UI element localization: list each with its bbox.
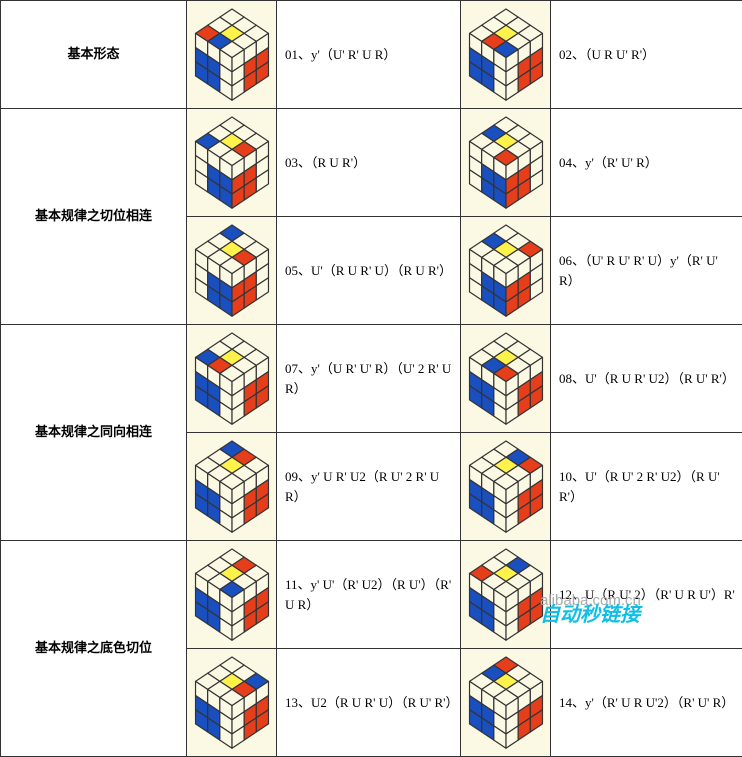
cube-diagram <box>187 649 277 757</box>
formula-cell: 01、y'（U' R' U R） <box>277 1 461 109</box>
cube-diagram <box>187 433 277 541</box>
category-text: 基本规律之切位相连 <box>35 206 152 227</box>
cube-diagram <box>187 109 277 217</box>
formula-text: 14、y'（R' U R U'2）（R' U' R） <box>559 693 734 713</box>
cube-diagram <box>461 217 551 325</box>
cube-diagram <box>187 325 277 433</box>
cube-diagram <box>461 325 551 433</box>
formula-cell: 03、（R U R'） <box>277 109 461 217</box>
formula-text: 10、U'（R U' 2 R' U2）（R U' R'） <box>559 467 736 506</box>
category-text: 基本形态 <box>67 44 119 65</box>
formula-cell: 11、y' U'（R' U2）（R U'）（R' U R） <box>277 541 461 649</box>
formula-text: 13、U2（R U R' U）（R U' R'） <box>285 693 454 713</box>
formula-cell: 12、U（R U' 2）（R' U R U'）R' <box>551 541 742 649</box>
cube-diagram <box>187 1 277 109</box>
formula-cell: 02、（U R U' R'） <box>551 1 742 109</box>
formula-text: 11、y' U'（R' U2）（R U'）（R' U R） <box>285 575 454 614</box>
formula-text: 07、y'（U R' U' R）（U' 2 R' U R） <box>285 359 454 398</box>
formula-cell: 06、（U' R U' R' U）y'（R' U' R） <box>551 217 742 325</box>
cube-diagram <box>461 649 551 757</box>
category-label: 基本规律之同向相连 <box>1 325 187 541</box>
formula-cell: 10、U'（R U' 2 R' U2）（R U' R'） <box>551 433 742 541</box>
category-label: 基本形态 <box>1 1 187 109</box>
cube-diagram <box>461 109 551 217</box>
category-text: 基本规律之同向相连 <box>35 422 152 443</box>
formula-text: 02、（U R U' R'） <box>559 45 655 65</box>
formula-text: 01、y'（U' R' U R） <box>285 45 396 65</box>
formula-text: 09、y' U R' U2（R U' 2 R' U R） <box>285 467 454 506</box>
formula-text: 04、y'（R' U' R） <box>559 153 658 173</box>
formula-text: 03、（R U R'） <box>285 153 366 173</box>
formula-cell: 09、y' U R' U2（R U' 2 R' U R） <box>277 433 461 541</box>
formula-cell: 08、U'（R U R' U2）（R U' R'） <box>551 325 742 433</box>
cube-diagram <box>461 1 551 109</box>
formula-cell: 13、U2（R U R' U）（R U' R'） <box>277 649 461 757</box>
formula-text: 12、U（R U' 2）（R' U R U'）R' <box>559 585 735 605</box>
formula-cell: 04、y'（R' U' R） <box>551 109 742 217</box>
category-text: 基本规律之底色切位 <box>35 638 152 659</box>
formula-cell: 14、y'（R' U R U'2）（R' U' R） <box>551 649 742 757</box>
cube-diagram <box>187 217 277 325</box>
formula-cell: 05、U'（R U R' U）（R U R'） <box>277 217 461 325</box>
formula-text: 06、（U' R U' R' U）y'（R' U' R） <box>559 251 736 290</box>
formula-cell: 07、y'（U R' U' R）（U' 2 R' U R） <box>277 325 461 433</box>
category-label: 基本规律之底色切位 <box>1 541 187 757</box>
cube-diagram <box>187 541 277 649</box>
formula-text: 08、U'（R U R' U2）（R U' R'） <box>559 369 735 389</box>
cube-diagram <box>461 541 551 649</box>
category-label: 基本规律之切位相连 <box>1 109 187 325</box>
formula-text: 05、U'（R U R' U）（R U R'） <box>285 261 452 281</box>
cube-diagram <box>461 433 551 541</box>
